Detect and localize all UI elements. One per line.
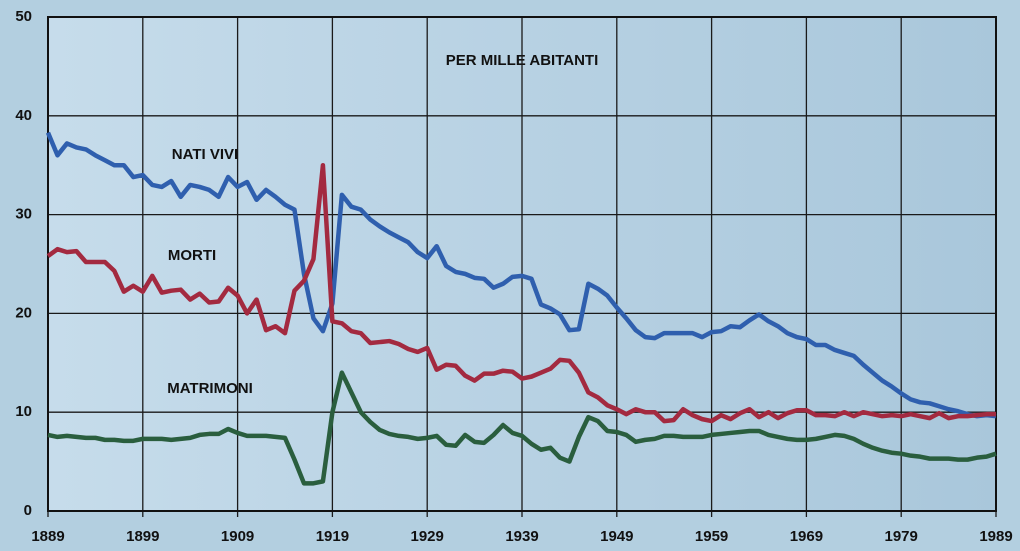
- x-tick-label: 1949: [600, 528, 633, 545]
- y-tick-label: 10: [15, 403, 32, 420]
- series-line: [47, 370, 997, 486]
- x-tick-label: 1889: [31, 528, 64, 545]
- y-tick-label: 50: [15, 8, 32, 25]
- x-tick-label: 1899: [126, 528, 159, 545]
- series-line: [45, 131, 997, 419]
- x-tick-label: 1989: [979, 528, 1012, 545]
- x-tick-label: 1939: [505, 528, 538, 545]
- series-label: NATI VIVI: [172, 146, 238, 163]
- x-tick-label: 1969: [790, 528, 823, 545]
- x-tick-label: 1919: [316, 528, 349, 545]
- series-line: [46, 162, 996, 424]
- series-label: MATRIMONI: [167, 380, 253, 397]
- x-tick-label: 1959: [695, 528, 728, 545]
- x-tick-label: 1979: [885, 528, 918, 545]
- x-tick-label: 1929: [411, 528, 444, 545]
- x-tick-label: 1909: [221, 528, 254, 545]
- y-tick-label: 30: [15, 206, 32, 223]
- y-tick-label: 20: [15, 304, 32, 321]
- series-label: MORTI: [168, 247, 216, 264]
- y-tick-label: 0: [24, 502, 32, 519]
- y-tick-label: 40: [15, 107, 32, 124]
- plot-frame: [47, 16, 997, 512]
